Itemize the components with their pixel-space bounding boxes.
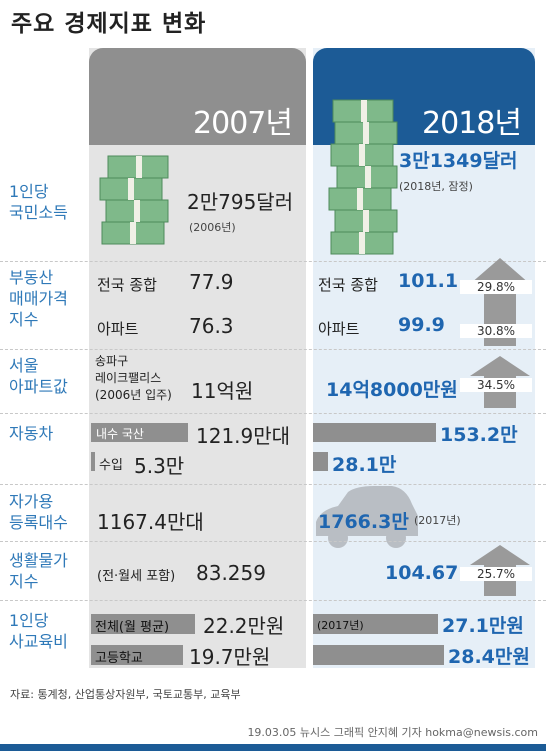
income-2018-value: 3만1349달러 [399, 150, 518, 172]
row-label-seoul: 서울 아파트값 [9, 356, 68, 396]
money-stack-2018-icon [328, 99, 398, 255]
realestate-national-2018: 101.1 [398, 270, 459, 292]
realestate-national-label: 전국 종합 [97, 276, 157, 294]
edu-all-label: 전체(월 평균) [95, 620, 170, 635]
edu-hs-2007-value: 19.7만원 [189, 645, 271, 669]
registered-2018-value: 1766.3만 [318, 511, 409, 533]
row-label-education: 1인당 사교육비 [9, 611, 68, 651]
realestate-apt-2007: 76.3 [189, 314, 234, 338]
edu-hs-2018-value: 28.4만원 [448, 646, 530, 668]
seoul-2018-value: 14억8000만원 [326, 379, 458, 401]
edu-hs-2007-bar [91, 645, 183, 665]
realestate-apt-label: 아파트 [97, 320, 139, 338]
registered-2018-note: (2017년) [414, 514, 461, 527]
cpi-2007-value: 83.259 [196, 561, 266, 585]
credit-text: 19.03.05 뉴시스 그래픽 안지혜 기자 hokma@newsis.com [247, 726, 538, 739]
realestate-national-2007: 77.9 [189, 270, 234, 294]
cpi-2018-value: 104.67 [385, 562, 459, 584]
car-import-2007-value: 5.3만 [134, 454, 185, 478]
row-separator [0, 261, 546, 262]
row-separator [0, 541, 546, 542]
car-domestic-2018-bar [313, 423, 436, 442]
row-label-car: 자동차 [9, 424, 54, 443]
column-2007-background [89, 48, 306, 668]
row-separator [0, 349, 546, 350]
income-2007-value: 2만795달러 [187, 190, 294, 214]
realestate-national-change: 29.8% [460, 280, 532, 294]
cpi-change: 25.7% [460, 567, 532, 581]
cpi-note: (전·월세 포함) [97, 569, 176, 584]
realestate-national-label-2018: 전국 종합 [318, 276, 378, 294]
realestate-apt-change: 30.8% [460, 324, 532, 338]
row-label-realestate: 부동산 매매가격 지수 [9, 268, 68, 329]
year-2018-label: 2018년 [422, 106, 522, 141]
row-separator [0, 413, 546, 414]
edu-hs-2018-bar [313, 645, 444, 665]
income-2018-note: (2018년, 잠정) [399, 180, 473, 193]
car-domestic-label: 내수 국산 [96, 427, 144, 441]
income-2007-note: (2006년) [189, 221, 236, 234]
page-title: 주요 경제지표 변화 [11, 11, 207, 37]
edu-all-2007-bar [91, 614, 195, 634]
car-import-2018-bar [313, 452, 328, 471]
footer-bar [0, 744, 546, 751]
row-label-income: 1인당 국민소득 [9, 182, 68, 222]
car-domestic-2007-value: 121.9만대 [196, 424, 291, 448]
seoul-2007-value: 11억원 [191, 379, 254, 403]
car-domestic-2007-bar: 내수 국산 [91, 423, 188, 442]
edu-all-2007-value: 22.2만원 [203, 614, 285, 638]
car-silhouette-icon [316, 486, 418, 548]
realestate-apt-label-2018: 아파트 [318, 320, 360, 338]
edu-hs-label: 고등학교 [95, 651, 143, 666]
edu-all-2018-value: 27.1만원 [442, 615, 524, 637]
realestate-apt-2018: 99.9 [398, 314, 445, 336]
row-separator [0, 600, 546, 601]
car-domestic-2018-value: 153.2만 [440, 424, 518, 446]
seoul-apartment-name: 송파구 레이크팰리스 (2006년 입주) [95, 354, 172, 402]
car-import-2018-value: 28.1만 [332, 454, 397, 476]
car-import-label: 수입 [99, 458, 123, 473]
year-2007-label: 2007년 [193, 106, 293, 141]
row-label-registered: 자가용 등록대수 [9, 492, 68, 532]
edu-all-2018-note: (2017년) [317, 619, 364, 632]
source-text: 자료: 통계청, 산업통상자원부, 국토교통부, 교육부 [10, 688, 241, 701]
row-separator [0, 484, 546, 485]
car-import-2007-bar [91, 452, 95, 471]
registered-2007-value: 1167.4만대 [97, 510, 204, 534]
row-label-cpi: 생활물가 지수 [9, 551, 68, 591]
column-2007-header: 2007년 [89, 48, 306, 145]
seoul-change: 34.5% [460, 378, 532, 392]
money-stack-2007-icon [99, 155, 169, 245]
edu-all-2018-bar [313, 614, 438, 634]
